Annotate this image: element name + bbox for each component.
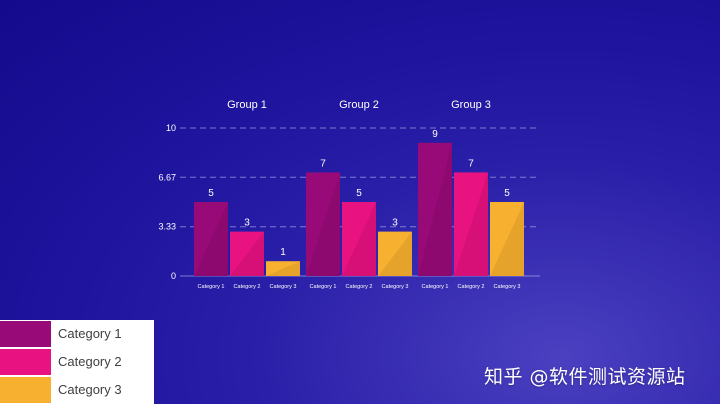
x-tick-label: Category 2 bbox=[458, 284, 485, 290]
legend-swatch-category-3 bbox=[0, 377, 51, 403]
bar bbox=[230, 231, 264, 276]
bar-shade bbox=[490, 202, 524, 276]
bar-shade bbox=[230, 231, 264, 276]
bar bbox=[342, 202, 376, 276]
group-label: Group 1 bbox=[227, 99, 267, 111]
legend-swatch-category-1 bbox=[0, 321, 51, 347]
y-tick-label: 6.67 bbox=[158, 172, 176, 182]
legend: Category 1 Category 2 Category 3 bbox=[0, 320, 154, 404]
legend-item-category-2: Category 2 bbox=[0, 348, 154, 376]
data-label: 5 bbox=[208, 188, 214, 199]
x-tick-label: Category 2 bbox=[234, 284, 261, 290]
bar-shade bbox=[266, 261, 300, 276]
bar bbox=[194, 202, 228, 276]
data-label: 7 bbox=[468, 158, 474, 169]
bar bbox=[266, 261, 300, 276]
bar bbox=[418, 142, 452, 276]
bar-shade bbox=[418, 142, 452, 276]
data-label: 3 bbox=[244, 218, 250, 229]
bar bbox=[378, 231, 412, 276]
x-tick-label: Category 3 bbox=[382, 284, 409, 290]
bar-shade bbox=[378, 231, 412, 276]
legend-label-category-1: Category 1 bbox=[58, 326, 122, 341]
x-tick-label: Category 1 bbox=[310, 284, 337, 290]
data-label: 9 bbox=[432, 129, 438, 140]
legend-swatch-category-2 bbox=[0, 349, 51, 375]
data-label: 1 bbox=[280, 247, 286, 258]
bar-shade bbox=[306, 172, 340, 276]
group-label: Group 2 bbox=[339, 99, 379, 111]
legend-label-category-2: Category 2 bbox=[58, 354, 122, 369]
data-label: 7 bbox=[320, 158, 326, 169]
y-tick-label: 3.33 bbox=[158, 222, 176, 232]
x-tick-label: Category 2 bbox=[346, 284, 373, 290]
legend-label-category-3: Category 3 bbox=[58, 382, 122, 397]
y-tick-label: 10 bbox=[166, 123, 176, 133]
x-tick-label: Category 3 bbox=[494, 284, 521, 290]
watermark: 知乎 @软件测试资源站 bbox=[484, 366, 686, 388]
bar bbox=[490, 202, 524, 276]
x-tick-label: Category 1 bbox=[198, 284, 225, 290]
y-tick-label: 0 bbox=[171, 271, 176, 281]
bar-shade bbox=[342, 202, 376, 276]
bar-shade bbox=[194, 202, 228, 276]
bar bbox=[306, 172, 340, 276]
x-tick-label: Category 3 bbox=[270, 284, 297, 290]
data-label: 3 bbox=[392, 218, 398, 229]
legend-item-category-1: Category 1 bbox=[0, 320, 154, 348]
data-label: 5 bbox=[356, 188, 362, 199]
legend-item-category-3: Category 3 bbox=[0, 376, 154, 404]
bar-shade bbox=[454, 172, 488, 276]
group-label: Group 3 bbox=[451, 99, 491, 111]
bar bbox=[454, 172, 488, 276]
x-tick-label: Category 1 bbox=[422, 284, 449, 290]
data-label: 5 bbox=[504, 188, 510, 199]
